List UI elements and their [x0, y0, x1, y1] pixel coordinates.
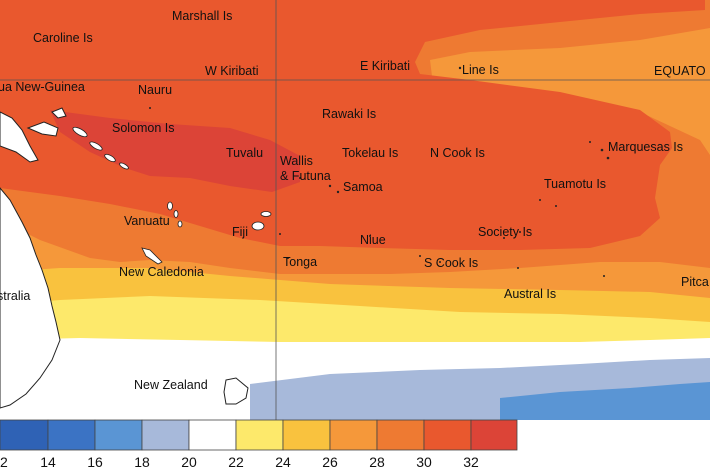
label-marshall: Marshall Is — [172, 9, 232, 23]
legend-tick-22: 22 — [228, 454, 244, 470]
label-s-cook: S Cook Is — [424, 256, 478, 270]
label-solomon: Solomon Is — [112, 121, 175, 135]
label-tokelau: Tokelau Is — [342, 146, 398, 160]
legend-tick-12: 12 — [0, 454, 8, 470]
legend-tick-32: 32 — [463, 454, 479, 470]
legend-swatch-20-22 — [188, 419, 237, 451]
label-niue: Niue — [360, 233, 386, 247]
label-tuamotu: Tuamotu Is — [544, 177, 606, 191]
legend-tick-18: 18 — [134, 454, 150, 470]
legend-swatch-18-20 — [141, 419, 190, 451]
fiji-islands — [251, 211, 272, 231]
label-n-cook: N Cook Is — [430, 146, 485, 160]
label-equator: EQUATO — [654, 64, 706, 78]
legend-tick-16: 16 — [87, 454, 103, 470]
legend-swatch-12-14 — [0, 419, 49, 451]
solomon-islands-land — [72, 126, 129, 170]
color-legend — [0, 419, 518, 451]
legend-tick-24: 24 — [275, 454, 291, 470]
label-australia: stralia — [0, 289, 30, 303]
label-new-caledonia: New Caledonia — [119, 265, 204, 279]
legend-tick-28: 28 — [369, 454, 385, 470]
label-wallis-2: & Futuna — [280, 169, 331, 183]
new-guinea-land — [0, 111, 39, 163]
label-marquesas: Marquesas Is — [608, 140, 683, 154]
label-line: Line Is — [462, 63, 499, 77]
legend-swatch-26-28 — [329, 419, 378, 451]
legend-tick-20: 20 — [181, 454, 197, 470]
legend-tick-26: 26 — [322, 454, 338, 470]
sst-band-32-plus — [50, 110, 300, 192]
label-samoa: Samoa — [343, 180, 383, 194]
legend-swatch-32-plus — [470, 419, 518, 451]
label-tuvalu: Tuvalu — [226, 146, 263, 160]
sst-band-30-32 — [0, 0, 705, 250]
label-society: Society Is — [478, 225, 532, 239]
label-tonga: Tonga — [283, 255, 317, 269]
label-pitcairn: Pitca — [681, 275, 709, 289]
island-dots — [149, 66, 610, 277]
label-rawaki: Rawaki Is — [322, 107, 376, 121]
new-zealand-land — [223, 377, 249, 405]
label-png: ua New-Guinea — [0, 80, 85, 94]
legend-swatch-14-16 — [47, 419, 96, 451]
label-new-zealand: New Zealand — [134, 378, 208, 392]
legend-tick-30: 30 — [416, 454, 432, 470]
legend-swatch-16-18 — [94, 419, 143, 451]
legend-swatch-30-32 — [423, 419, 472, 451]
sst-band-16-18 — [500, 382, 710, 420]
vanuatu-islands — [167, 201, 183, 228]
legend-swatch-22-24 — [235, 419, 284, 451]
legend-swatch-28-30 — [376, 419, 425, 451]
legend-swatch-24-26 — [282, 419, 331, 451]
australia-land — [0, 187, 61, 409]
label-e-kiribati: E Kiribati — [360, 59, 410, 73]
label-austral: Austral Is — [504, 287, 556, 301]
label-nauru: Nauru — [138, 83, 172, 97]
label-w-kiribati: W Kiribati — [205, 64, 258, 78]
label-wallis-1: Wallis — [280, 154, 313, 168]
legend-tick-14: 14 — [40, 454, 56, 470]
label-vanuatu: Vanuatu — [124, 214, 170, 228]
new-caledonia-land — [141, 247, 163, 265]
label-fiji: Fiji — [232, 225, 248, 239]
label-caroline: Caroline Is — [33, 31, 93, 45]
png-islands — [26, 107, 67, 137]
